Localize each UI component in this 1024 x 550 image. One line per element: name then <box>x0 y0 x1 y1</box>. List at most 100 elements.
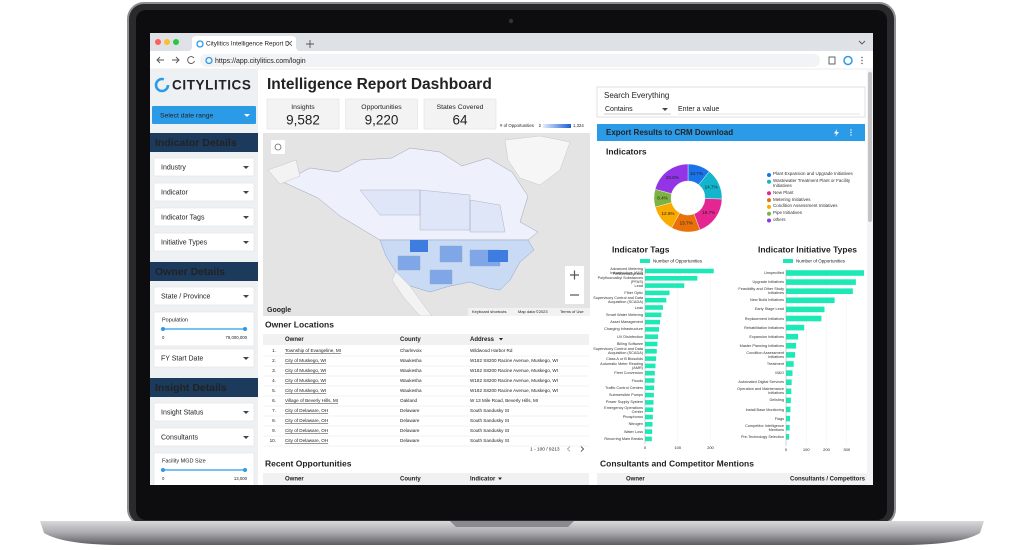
export-button[interactable] <box>597 124 865 141</box>
window-minimize[interactable] <box>164 39 170 45</box>
range-handle[interactable] <box>243 327 247 331</box>
section-title: Insight Details <box>155 382 227 394</box>
category-label: Floods <box>631 378 643 383</box>
dropdown[interactable] <box>153 207 255 227</box>
menu-dot[interactable] <box>861 56 863 59</box>
cell: Charlevoix <box>400 348 422 353</box>
bar <box>645 305 663 310</box>
search-title: Search Everything <box>604 91 669 100</box>
dropdown[interactable] <box>153 427 255 447</box>
sidebar-toggle[interactable] <box>828 56 836 65</box>
category-label-box: UV Disinfection <box>617 335 643 339</box>
search-input[interactable]: Enter a value <box>678 106 719 113</box>
category-label-box: Treatment <box>767 362 784 366</box>
reload-button[interactable] <box>187 56 195 64</box>
cell[interactable]: City of Muskego, WI <box>285 378 326 383</box>
zoom-in[interactable] <box>570 270 579 280</box>
tab-menu[interactable] <box>858 40 866 45</box>
range-handle[interactable] <box>243 468 247 472</box>
window-close[interactable] <box>155 39 161 45</box>
range-handle[interactable] <box>161 468 165 472</box>
category-label: Water Loss <box>623 429 643 434</box>
forward-button[interactable] <box>172 56 180 64</box>
menu-dot[interactable] <box>861 59 863 62</box>
bar <box>645 436 652 442</box>
prev-page[interactable] <box>566 446 571 452</box>
map-fullscreen[interactable] <box>271 140 285 154</box>
address-bar[interactable] <box>200 54 820 67</box>
category-label: Pre-Technology Selection <box>740 434 784 439</box>
dropdown[interactable] <box>153 286 255 306</box>
bar <box>645 268 714 274</box>
next-page[interactable] <box>580 446 585 452</box>
map-brand: Google <box>267 307 291 314</box>
map-shortcuts[interactable]: Keyboard shortcuts <box>472 309 506 314</box>
cell[interactable]: Township of Evangeline, MI <box>285 348 341 353</box>
legend-label: Condition Assessment Initiatives <box>773 203 838 209</box>
category-label-box: Fiber Optic <box>624 291 643 295</box>
category-label-box: Emergency Operations Center <box>604 406 643 414</box>
category-label-box: Replacement Initiatives <box>745 317 784 321</box>
cell[interactable]: Village of Beverly Hills, MI <box>285 398 338 403</box>
tab-close[interactable] <box>286 40 293 47</box>
range-handle[interactable] <box>161 327 165 331</box>
category-label: Delisting <box>769 398 784 403</box>
category-label-box: Lead <box>635 284 643 288</box>
category-label-box: Supervisory Control and Data Acquisition… <box>593 347 643 355</box>
scrollbar-thumb[interactable] <box>868 72 872 222</box>
map-legend-min: 2 <box>539 123 542 128</box>
cell[interactable]: City of Muskego, WI <box>285 368 326 373</box>
cell[interactable]: City of Muskego, WI <box>285 358 326 363</box>
category-label-box: Asset Management <box>610 320 643 325</box>
section-title: Owner Details <box>155 266 225 278</box>
back-button[interactable] <box>156 56 164 64</box>
table-header <box>597 473 867 485</box>
legend-label: Number of Opportunities <box>653 258 703 263</box>
stat-label: Opportunities <box>361 104 402 111</box>
active-tab[interactable] <box>188 36 300 51</box>
category-label: Asset Management <box>610 320 643 325</box>
column-header: Address <box>470 337 495 343</box>
window-zoom[interactable] <box>173 39 179 45</box>
menu-dot[interactable] <box>850 131 852 134</box>
cell[interactable]: City of Delaware, OH <box>285 428 328 433</box>
dropdown-arrow <box>243 436 249 439</box>
dropdown[interactable] <box>153 157 255 177</box>
lightning-icon[interactable] <box>834 129 839 137</box>
menu-dot[interactable] <box>861 62 863 65</box>
column-header: Consultants / Competitors <box>790 477 866 483</box>
cell[interactable]: City of Muskego, WI <box>285 388 326 393</box>
cell[interactable]: City of Delaware, OH <box>285 438 328 443</box>
bar <box>786 306 825 313</box>
cell[interactable]: City of Delaware, OH <box>285 408 328 413</box>
menu-dot[interactable] <box>850 129 852 131</box>
dropdown[interactable] <box>153 348 255 368</box>
dropdown[interactable] <box>153 182 255 202</box>
map-zoom-control <box>565 266 584 304</box>
search-mode[interactable]: Contains <box>605 106 633 113</box>
date-range-button[interactable] <box>152 106 256 124</box>
bar <box>786 361 794 367</box>
dropdown[interactable] <box>153 402 255 422</box>
column-header: Indicator <box>470 477 496 483</box>
legend-label: Wastewater Treatment Plant or Facility I… <box>773 178 851 188</box>
export-label: Export Results to CRM Download <box>606 128 733 137</box>
menu-dot[interactable] <box>850 134 852 136</box>
cell[interactable]: City of Delaware, OH <box>285 418 328 423</box>
category-label: Automatic Meter Reading (AMR) <box>600 361 643 370</box>
range-min: 0 <box>162 335 165 340</box>
category-label-box: Power Supply System <box>606 400 643 404</box>
dropdown[interactable] <box>153 232 255 252</box>
map-terms[interactable]: Terms of Use <box>560 309 584 314</box>
bar <box>645 400 654 405</box>
new-tab[interactable] <box>306 40 314 48</box>
category-label: Automated Digital Services <box>738 380 784 385</box>
legend-dot <box>767 211 771 216</box>
extension-icon[interactable] <box>843 55 853 66</box>
bar <box>786 370 793 376</box>
url: https://app.citylitics.com/login <box>215 58 306 65</box>
slice-label: 14.7% <box>705 185 718 190</box>
section-title: Owner Locations <box>265 319 334 329</box>
cell: Waukesha <box>400 358 422 363</box>
category-label-box: Water Loss <box>623 429 643 434</box>
